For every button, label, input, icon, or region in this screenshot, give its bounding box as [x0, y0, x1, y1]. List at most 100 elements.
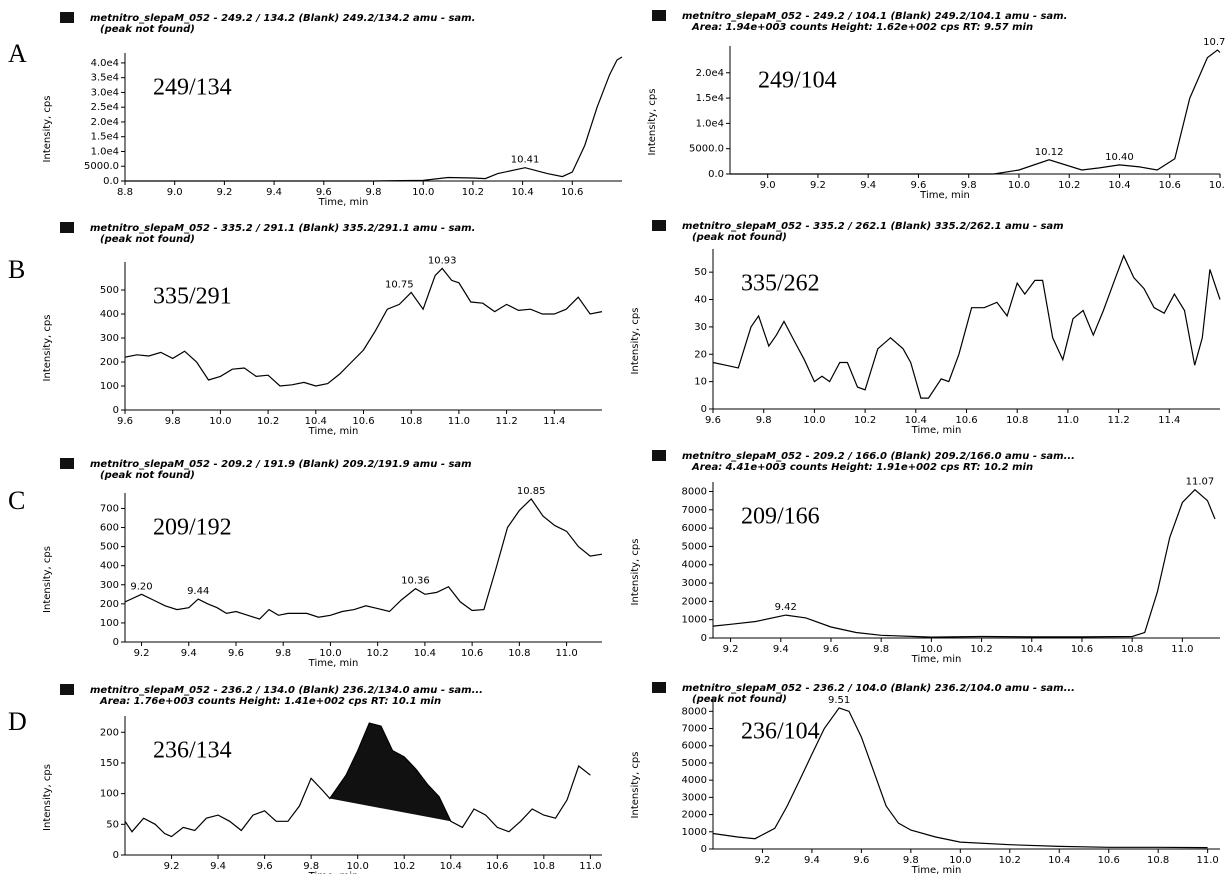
- peak-annotation: 10.36: [401, 576, 430, 587]
- transition-label: 209/192: [153, 515, 232, 541]
- x-tick-label: 9.6: [705, 415, 721, 426]
- y-tick-label: 150: [100, 758, 119, 769]
- x-tick-label: 9.2: [134, 648, 150, 659]
- x-axis-label: Time, min: [308, 658, 359, 669]
- panel-subtitle: (peak not found): [692, 694, 787, 705]
- x-tick-label: 9.8: [303, 861, 319, 872]
- legend-swatch: [60, 458, 74, 469]
- x-tick-label: 10.0: [949, 855, 971, 866]
- legend-swatch: [652, 682, 666, 693]
- peak-annotation: 10.12: [1035, 147, 1064, 158]
- transition-label: 335/291: [153, 284, 232, 310]
- y-tick-label: 3.0e4: [91, 87, 119, 98]
- row-label: A: [8, 39, 27, 68]
- panel-title: metnitro_slepaM_052 - 209.2 / 191.9 (Bla…: [90, 459, 472, 470]
- y-tick-label: 3000: [682, 792, 707, 803]
- y-tick-label: 0: [701, 404, 707, 415]
- x-tick-label: 10.4: [305, 416, 327, 427]
- chromatogram-line: [712, 488, 1216, 638]
- y-tick-label: 4.0e4: [91, 58, 119, 69]
- x-tick-label: 10.2: [1058, 180, 1080, 191]
- peak-annotation: 9.51: [828, 695, 850, 706]
- x-tick-label: 11.0: [1197, 855, 1219, 866]
- x-tick-label: 10.0: [1008, 180, 1030, 191]
- y-tick-label: 400: [100, 309, 119, 320]
- x-tick-label: 10.0: [319, 648, 341, 659]
- x-axis-label: Time, min: [308, 426, 359, 437]
- y-tick-label: 6000: [682, 523, 707, 534]
- y-tick-label: 1.0e4: [696, 118, 724, 129]
- panel-title: metnitro_slepaM_052 - 236.2 / 104.0 (Bla…: [682, 683, 1075, 694]
- x-tick-label: 10.2: [854, 415, 876, 426]
- x-tick-label: 10.6: [352, 416, 374, 427]
- y-axis-label: Intensity, cps: [42, 546, 53, 613]
- x-tick-label: 9.8: [756, 415, 772, 426]
- x-tick-label: 11.2: [1107, 415, 1129, 426]
- panel-title: metnitro_slepaM_052 - 335.2 / 291.1 (Bla…: [90, 223, 475, 234]
- y-tick-label: 500: [100, 285, 119, 296]
- x-tick-label: 9.8: [366, 187, 382, 198]
- x-tick-label: 10.8: [1209, 180, 1225, 191]
- y-tick-label: 0: [701, 844, 707, 855]
- peak-annotation: 10.41: [511, 155, 540, 166]
- y-tick-label: 2.5e4: [91, 102, 119, 113]
- x-tick-label: 9.4: [266, 187, 282, 198]
- y-tick-label: 40: [694, 295, 707, 306]
- panel: metnitro_slepaM_052 - 236.2 / 134.0 (Bla…: [42, 684, 602, 874]
- y-tick-label: 0: [113, 637, 119, 648]
- y-tick-label: 200: [100, 357, 119, 368]
- peak-annotation: 9.42: [775, 602, 797, 613]
- y-tick-label: 7000: [682, 505, 707, 516]
- x-tick-label: 10.0: [803, 415, 825, 426]
- peak-annotation: 10.75: [385, 279, 414, 290]
- panel: metnitro_slepaM_052 - 335.2 / 291.1 (Bla…: [42, 222, 603, 437]
- y-tick-label: 300: [100, 333, 119, 344]
- x-tick-label: 10.6: [561, 187, 583, 198]
- x-tick-label: 10.6: [1098, 855, 1120, 866]
- x-tick-label: 10.4: [1048, 855, 1070, 866]
- x-axis-label: Time, min: [919, 190, 970, 201]
- x-tick-label: 10.4: [414, 648, 436, 659]
- y-tick-label: 1000: [682, 615, 707, 626]
- y-tick-label: 0.0: [103, 176, 119, 187]
- y-tick-label: 5000.0: [84, 161, 119, 172]
- panel-subtitle: (peak not found): [100, 24, 195, 35]
- panel-title: metnitro_slepaM_052 - 236.2 / 134.0 (Bla…: [90, 685, 483, 696]
- panel-title: metnitro_slepaM_052 - 209.2 / 166.0 (Bla…: [682, 451, 1075, 462]
- x-tick-label: 9.8: [275, 648, 291, 659]
- x-tick-label: 10.6: [1071, 644, 1093, 655]
- x-tick-label: 10.8: [1121, 644, 1143, 655]
- x-tick-label: 11.2: [495, 416, 517, 427]
- legend-swatch: [60, 12, 74, 23]
- x-tick-label: 11.0: [1171, 644, 1193, 655]
- y-tick-label: 700: [100, 503, 119, 514]
- y-tick-label: 3000: [682, 578, 707, 589]
- peak-annotation: 10.93: [428, 255, 457, 266]
- y-tick-label: 5000: [682, 758, 707, 769]
- y-tick-label: 600: [100, 523, 119, 534]
- x-tick-label: 9.4: [773, 644, 789, 655]
- y-tick-label: 3.5e4: [91, 73, 119, 84]
- x-tick-label: 9.8: [165, 416, 181, 427]
- chromatogram-line: [124, 722, 591, 838]
- x-tick-label: 10.6: [1159, 180, 1181, 191]
- x-tick-label: 11.4: [543, 416, 565, 427]
- y-axis-label: Intensity, cps: [42, 96, 53, 163]
- x-tick-label: 9.6: [257, 861, 273, 872]
- y-tick-label: 50: [106, 819, 119, 830]
- y-tick-label: 0: [113, 850, 119, 861]
- x-tick-label: 10.4: [1021, 644, 1043, 655]
- x-tick-label: 10.2: [999, 855, 1021, 866]
- legend-swatch: [652, 10, 666, 21]
- y-tick-label: 4000: [682, 560, 707, 571]
- x-tick-label: 10.0: [347, 861, 369, 872]
- panel: metnitro_slepaM_052 - 335.2 / 262.1 (Bla…: [630, 220, 1221, 436]
- x-tick-label: 10.6: [955, 415, 977, 426]
- x-tick-label: 10.4: [1108, 180, 1130, 191]
- x-tick-label: 9.4: [210, 861, 226, 872]
- x-tick-label: 10.2: [393, 861, 415, 872]
- x-tick-label: 10.8: [508, 648, 530, 659]
- panel: metnitro_slepaM_052 - 209.2 / 166.0 (Bla…: [630, 450, 1220, 665]
- x-tick-label: 9.8: [903, 855, 919, 866]
